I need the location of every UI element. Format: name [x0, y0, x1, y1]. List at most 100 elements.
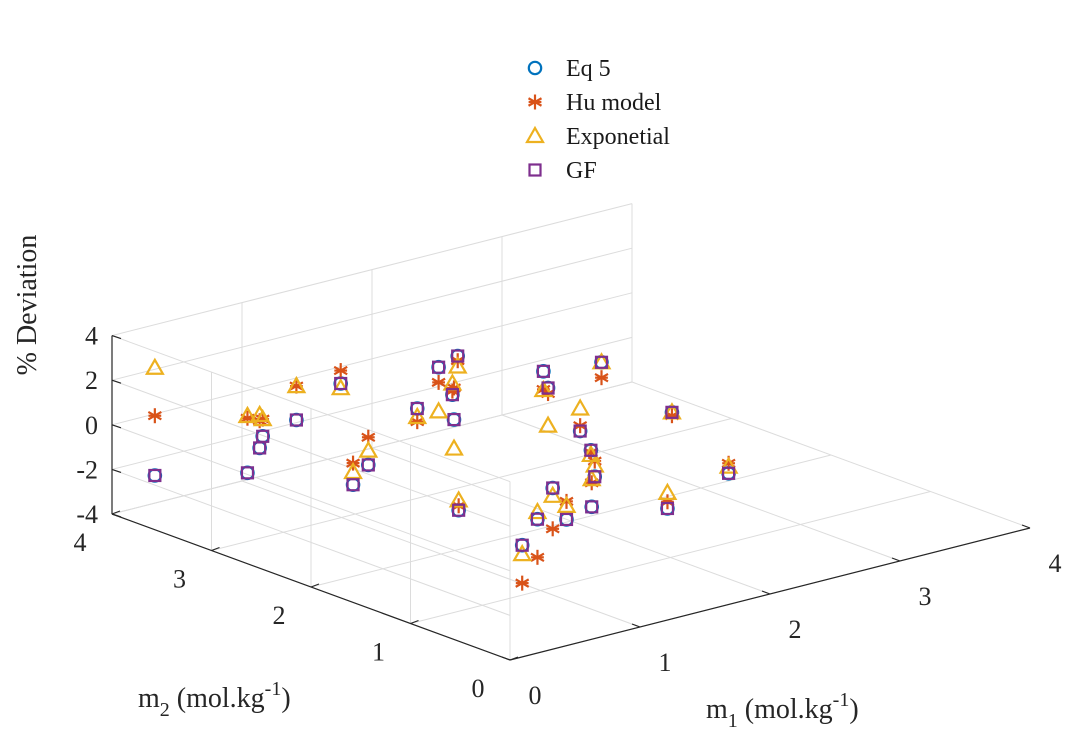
right-wall-gridline-z — [111, 336, 633, 470]
data-point — [515, 538, 529, 552]
data-point — [256, 429, 270, 443]
y-tick-mark — [509, 656, 519, 661]
data-point — [718, 456, 739, 474]
right-wall-gridline-z — [111, 247, 633, 381]
x-tick-mark — [631, 623, 641, 628]
y-tick-mark — [111, 510, 121, 515]
y-tick-label: 3 — [173, 565, 186, 594]
data-point — [660, 501, 675, 516]
y-axis-label-rest: (mol.kg — [170, 683, 265, 714]
x-tick-label: 1 — [659, 648, 672, 677]
y-tick-label: 1 — [372, 638, 385, 667]
z-tick-mark — [111, 468, 122, 473]
data-point — [538, 415, 558, 433]
left-wall-gridline-z — [111, 379, 511, 527]
data-point — [512, 543, 533, 562]
data-point — [343, 461, 363, 480]
data-point — [556, 495, 577, 513]
x-tick-label: 3 — [919, 582, 932, 611]
legend-item: Hu model — [527, 90, 662, 116]
legend-marker — [528, 163, 542, 177]
y-axis-label-end: ) — [281, 683, 290, 714]
data-point — [148, 468, 162, 483]
data-point — [536, 364, 551, 379]
x-axis-label-rest: (mol.kg — [738, 694, 833, 725]
data-point — [545, 521, 560, 537]
data-point — [573, 424, 587, 438]
data-point — [286, 375, 307, 394]
data-point — [585, 500, 599, 514]
left-wall-gridline-z — [111, 424, 511, 572]
data-point — [530, 511, 545, 527]
data-point — [237, 405, 258, 424]
data-point — [358, 440, 379, 458]
y-tick-label: 4 — [74, 528, 87, 557]
legend-item: Eq 5 — [527, 56, 611, 82]
data-point — [330, 377, 351, 396]
z-tick-mark — [111, 513, 122, 518]
data-point — [588, 470, 602, 484]
z-tick-label: -2 — [76, 455, 98, 484]
data-point — [581, 444, 601, 463]
legend-label: Hu model — [566, 90, 662, 116]
data-point — [530, 549, 545, 565]
left-wall-gridline-z — [111, 468, 511, 616]
data-point — [346, 478, 360, 492]
x-tick-label: 0 — [529, 681, 542, 710]
legend-item: Exponetial — [525, 124, 670, 150]
legend-label: Eq 5 — [566, 56, 611, 82]
legend-marker — [527, 94, 543, 110]
data-point — [431, 374, 446, 390]
data-point — [410, 401, 424, 416]
data-point — [542, 485, 563, 503]
y-axis-label-main: m — [138, 683, 160, 714]
data-point — [594, 355, 609, 369]
z-tick-label: 0 — [85, 411, 98, 440]
y-tick-label: 0 — [472, 674, 485, 703]
legend-marker — [525, 125, 545, 144]
data-point — [515, 575, 530, 591]
data-point — [536, 364, 551, 378]
floor-gridline-y — [211, 418, 732, 551]
data-point — [527, 501, 548, 520]
z-tick-label: 2 — [85, 366, 98, 395]
z-tick-mark — [111, 335, 122, 340]
data-point — [252, 440, 267, 456]
x-tick-mark — [1021, 524, 1031, 529]
x-axis-label-sub: 1 — [728, 710, 738, 732]
data-point — [665, 405, 679, 419]
data-point — [533, 379, 554, 398]
left-wall-gridline-z — [111, 335, 511, 483]
y-axis-label-sup: -1 — [265, 678, 282, 700]
data-point — [240, 466, 255, 480]
z-tick-label: 4 — [85, 322, 98, 351]
z-tick-mark — [111, 379, 122, 384]
data-point — [252, 408, 273, 427]
data-point — [407, 406, 428, 425]
grid-layer — [111, 203, 1031, 661]
legend-label: GF — [566, 158, 597, 184]
x-axis-label-end: ) — [849, 694, 858, 725]
z-tick-mark — [111, 424, 122, 429]
data-point — [594, 370, 609, 386]
z-axis-label: % Deviation — [12, 235, 43, 376]
y-tick-mark — [410, 619, 419, 625]
series-exponetial — [144, 352, 739, 562]
right-wall-gridline-z — [111, 203, 633, 337]
data-point — [559, 512, 574, 527]
x-tick-label: 4 — [1049, 549, 1062, 578]
y-axis-label-sub: 2 — [160, 699, 170, 721]
legend-label: Exponetial — [566, 124, 670, 150]
x-axis-label-sup: -1 — [833, 689, 850, 711]
data-points — [144, 348, 739, 591]
data-point — [147, 408, 162, 424]
data-point — [541, 381, 555, 395]
data-point — [447, 356, 468, 374]
data-point — [584, 443, 598, 457]
data-point — [360, 457, 376, 473]
floor-gridline-y — [410, 491, 931, 624]
legend: Eq 5 Hu model Exponetial GF — [525, 56, 670, 184]
series-gf — [148, 349, 736, 552]
